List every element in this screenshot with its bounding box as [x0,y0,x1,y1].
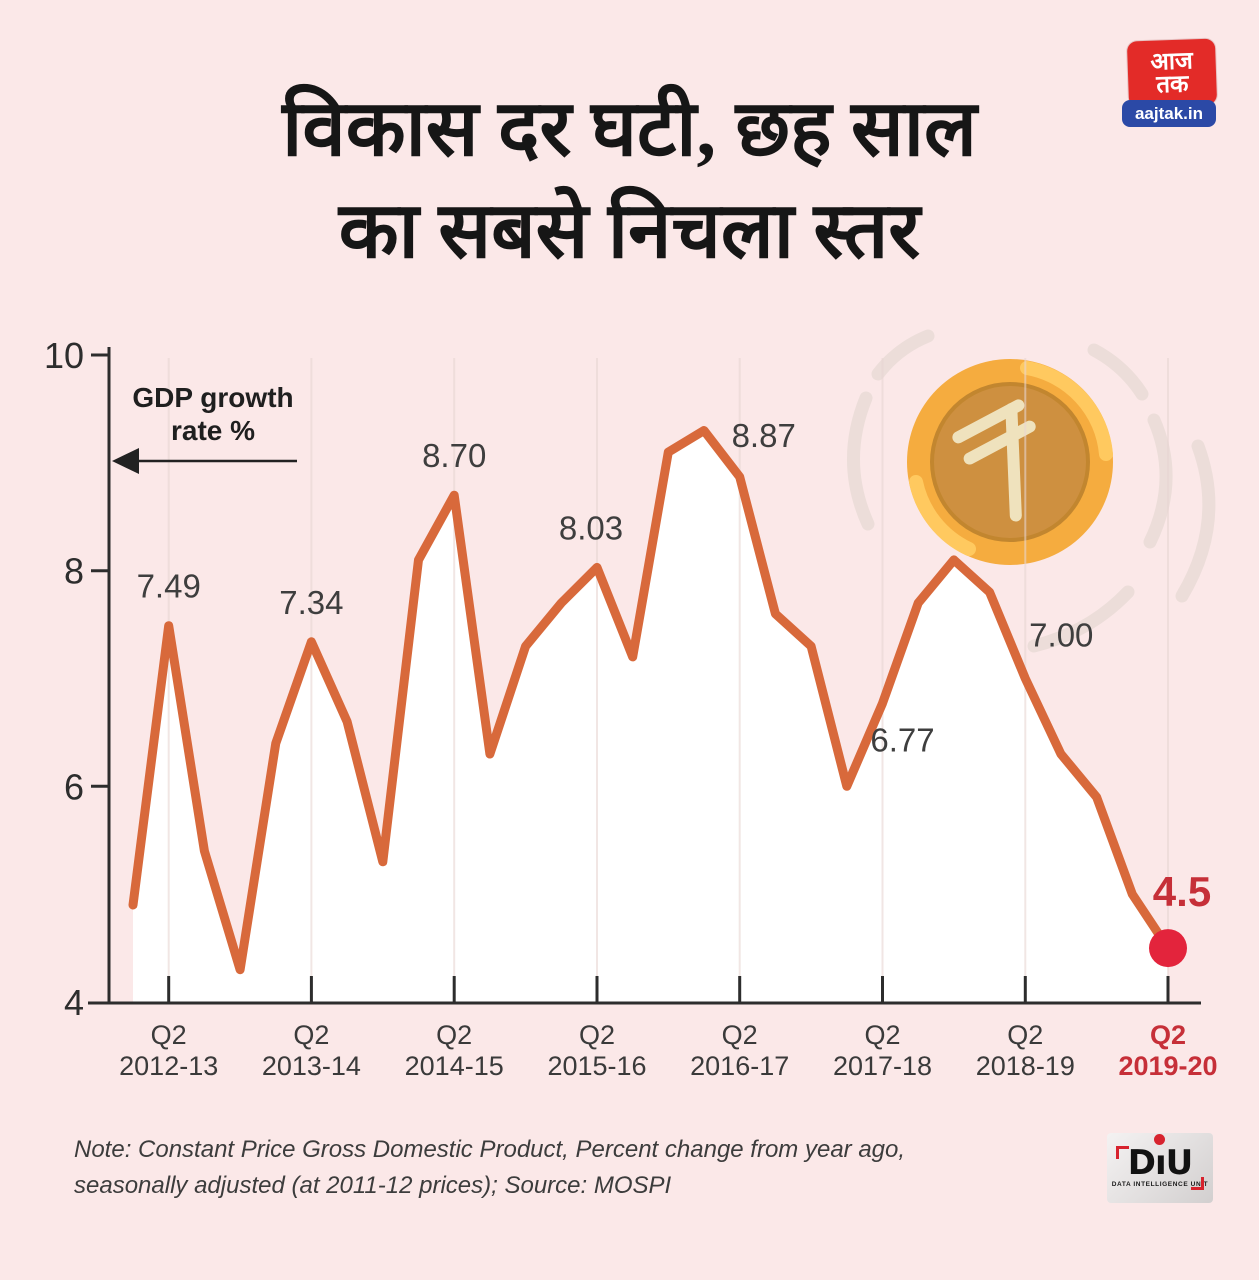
x-tick-label-quarter: Q2 [1007,1020,1043,1050]
diu-wordmark: DıU [1128,1146,1193,1180]
x-tick-label-quarter: Q2 [722,1020,758,1050]
title-line-2: का सबसे निचला स्तर [338,187,921,274]
diu-letter-d: D [1127,1143,1156,1183]
x-tick-label-year: 2015-16 [547,1051,646,1081]
y-axis-annotation-line1: GDP growth [132,382,294,413]
x-tick-label-year: 2019-20 [1118,1051,1217,1081]
x-tick-label-quarter: Q2 [579,1020,615,1050]
diu-tagline: DATA INTELLIGENCE UNIT [1111,1181,1209,1188]
diu-corner-bracket-top-left [1116,1146,1129,1159]
data-label: 8.03 [559,509,623,546]
diu-letter-u: U [1165,1143,1194,1183]
data-label: 7.34 [279,584,343,621]
aajtak-logo: आज तक aajtak.in [1122,38,1222,127]
diu-logo: DıU DATA INTELLIGENCE UNIT [1107,1133,1213,1203]
x-tick-label-year: 2016-17 [690,1051,789,1081]
data-label: 7.00 [1029,617,1093,654]
infographic-title: विकास दर घटी, छह साल का सबसे निचला स्तर [0,78,1259,282]
coin-motion-swoosh [1027,585,1135,653]
diu-corner-bracket-bottom-right [1191,1177,1204,1190]
data-label: 6.77 [870,721,934,758]
rupee-symbol-icon [952,399,1036,522]
coin-rim-highlight [909,475,976,556]
aajtak-site-text: aajtak.in [1134,103,1204,123]
rupee-coin-illustration [907,359,1113,565]
x-tick-label-quarter: Q2 [293,1020,329,1050]
data-label: 8.70 [422,437,486,474]
coin-motion-swoosh [1087,343,1149,401]
data-label-highlight: 4.5 [1153,868,1211,915]
coin-motion-swoosh [1143,413,1173,549]
coin-motion-swoosh [871,329,935,381]
coin-rim-highlight [1020,361,1113,461]
aajtak-site-badge: aajtak.in [1122,100,1216,127]
x-tick-label-year: 2012-13 [119,1051,218,1081]
x-tick-label-quarter: Q2 [151,1020,187,1050]
gdp-series-line [128,426,1173,975]
data-label: 8.87 [732,417,796,454]
coin-motion-swoosh [1175,439,1216,603]
x-tick-label-year: 2013-14 [262,1051,361,1081]
title-line-1: विकास दर घटी, छह साल [282,85,977,172]
x-tick-label-year: 2018-19 [976,1051,1075,1081]
x-tick-label-quarter: Q2 [436,1020,472,1050]
y-tick-label: 4 [64,982,84,1023]
x-tick-label-quarter: Q2 [1150,1020,1186,1050]
annotation-arrow-head-icon [112,448,139,474]
y-axis-annotation-line2: rate % [170,415,256,446]
diu-letter-i: ı [1154,1143,1167,1183]
x-tick-label-quarter: Q2 [864,1020,900,1050]
coin-motion-swoosh [847,391,875,531]
y-tick-label: 10 [44,335,84,376]
y-axis-annotation: GDP growth rate % [117,381,309,447]
note-line-2: seasonally adjusted (at 2011-12 prices);… [74,1172,672,1199]
note-line-1: Note: Constant Price Gross Domestic Prod… [74,1136,906,1163]
area-fill [133,430,1168,1002]
x-tick-label-year: 2017-18 [833,1051,932,1081]
y-tick-label: 8 [64,551,84,592]
x-tick-label-year: 2014-15 [405,1051,504,1081]
data-label: 7.49 [137,568,201,605]
source-note: Note: Constant Price Gross Domestic Prod… [74,1132,1024,1204]
y-tick-label: 6 [64,766,84,807]
latest-value-dot [1149,929,1187,968]
